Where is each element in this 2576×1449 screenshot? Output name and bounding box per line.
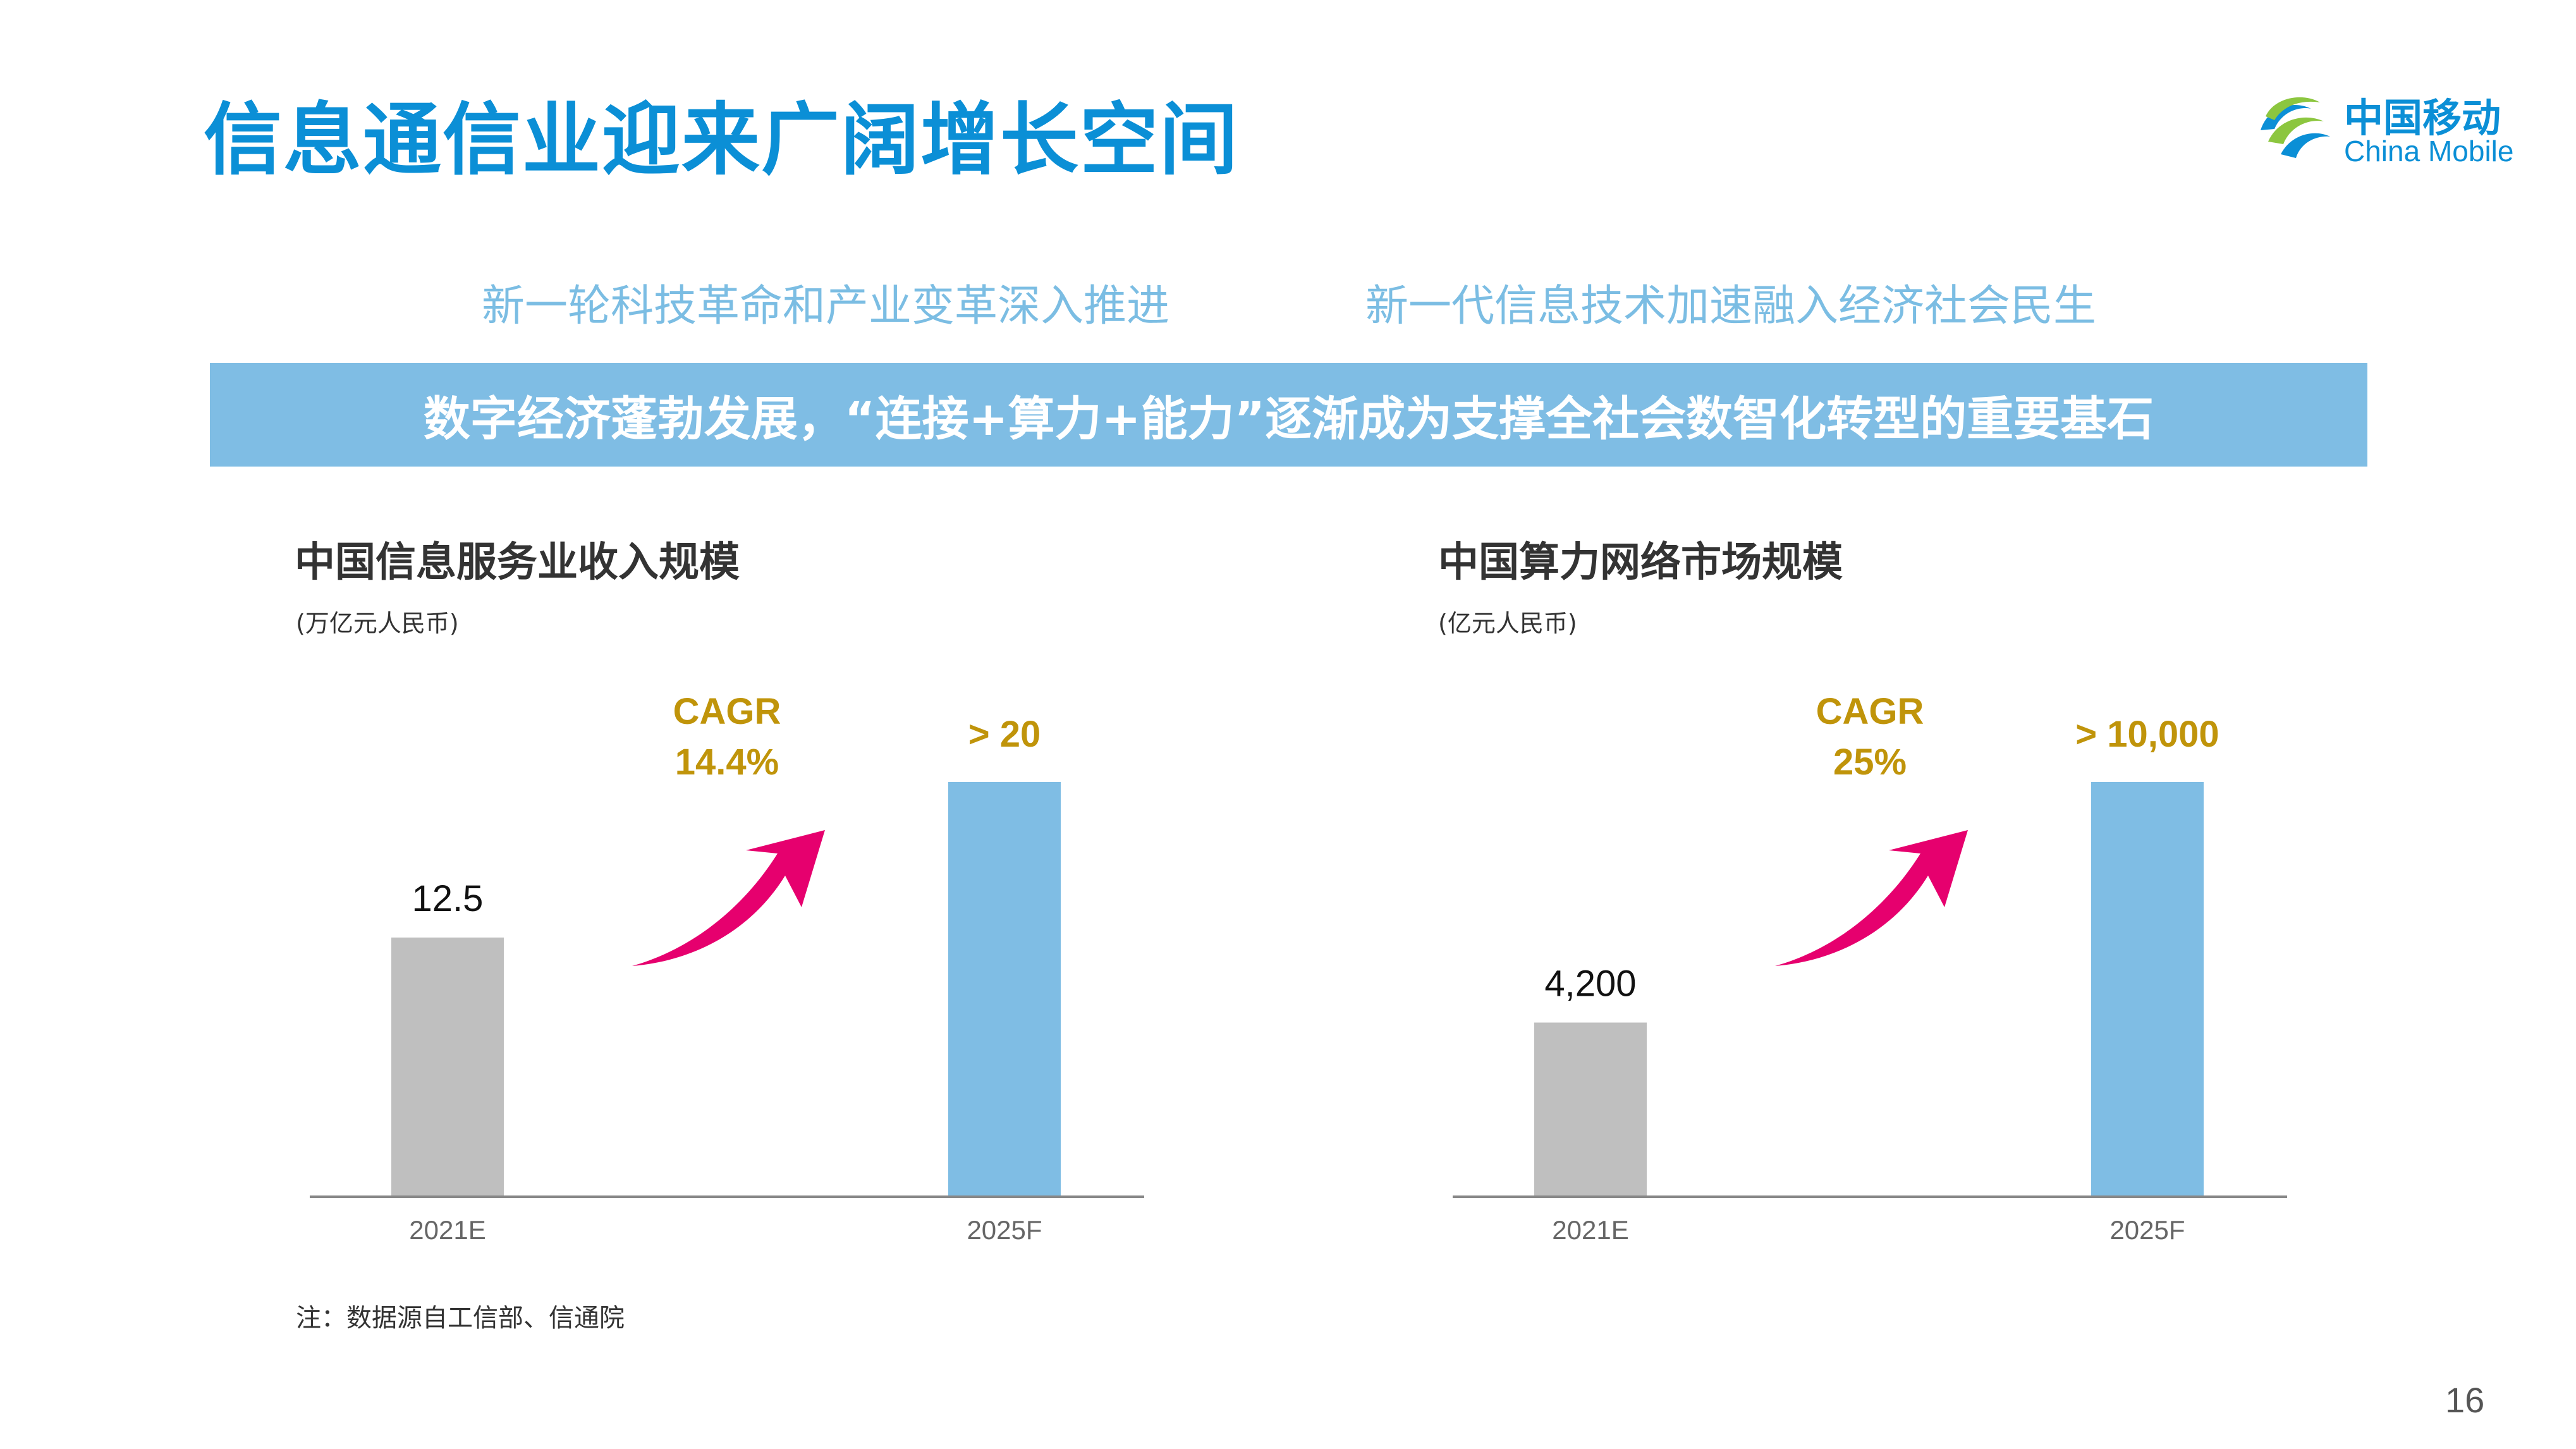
bar-2025F [948,782,1061,1197]
logo-name-en: China Mobile [2344,135,2514,168]
page-title: 信息通信业迎来广阔增长空间 [204,95,1240,186]
chart1-svg: 12.5 2021E > 20 2025F [310,714,1144,1245]
bar-2021E [1534,1022,1647,1197]
banner: 数字经济蓬勃发展，“连接+算力+能力”逐渐成为支撑全社会数智化转型的重要基石 [210,363,2367,467]
tick-label-2025F: 2025F [967,1215,1042,1245]
bar-2021E [391,938,504,1197]
tick-label-2025F: 2025F [2109,1215,2185,1245]
logo-name-cn: 中国移动 [2344,95,2501,141]
chart2: 4,200 2021E > 10,000 2025F CAGR 25% [1453,683,2293,1252]
chart1-unit: (万亿元人民币) [296,609,459,637]
source-note: 注：数据源自工信部、信通院 [296,1304,625,1333]
tick-label-2021E: 2021E [409,1215,485,1245]
data-label-2021E: 4,200 [1544,963,1636,1004]
cagr-label: CAGR 25% [1794,687,1946,788]
subtitle-right: 新一代信息技术加速融入经济社会民生 [1365,281,2097,331]
cagr-label: CAGR 14.4% [651,687,803,788]
page-number: 16 [2445,1380,2485,1420]
chart2-svg: 4,200 2021E > 10,000 2025F [1453,714,2287,1245]
tick-label-2021E: 2021E [1552,1215,1628,1245]
chart2-unit: (亿元人民币) [1438,609,1577,637]
cagr-value: 14.4% [675,742,779,783]
data-label-2021E: 12.5 [412,878,484,919]
china-mobile-logo: 中国移动 China Mobile [2249,81,2513,176]
china-mobile-logo-icon [2261,97,2330,158]
cagr-value: 25% [1833,742,1907,783]
bar-2025F [2091,782,2204,1197]
chart1: 12.5 2021E > 20 2025F CAGR 14.4% [310,683,1151,1252]
subtitle-left: 新一轮科技革命和产业变革深入推进 [482,281,1170,331]
data-label-2025F: > 20 [968,714,1041,755]
cagr-title: CAGR [673,691,781,732]
cagr-title: CAGR [1816,691,1924,732]
chart2-title: 中国算力网络市场规模 [1438,539,1843,586]
growth-arrow-icon [632,830,825,966]
chart1-title: 中国信息服务业收入规模 [295,539,740,586]
banner-text: 数字经济蓬勃发展，“连接+算力+能力”逐渐成为支撑全社会数智化转型的重要基石 [423,391,2154,446]
growth-arrow-icon [1775,830,1968,966]
data-label-2025F: > 10,000 [2075,714,2219,755]
